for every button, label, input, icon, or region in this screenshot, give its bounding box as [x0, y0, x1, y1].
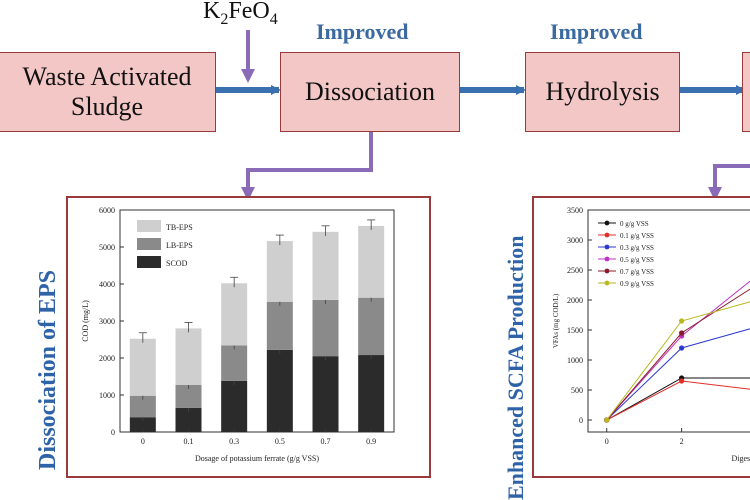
y-tick-label: 1000: [567, 356, 583, 365]
legend-marker: [604, 268, 610, 274]
scfa-connector-arrow: [708, 164, 750, 201]
reagent-mid: FeO: [228, 0, 270, 24]
y-tick-label: 6000: [99, 206, 115, 215]
legend-label: 0.1 g/g VSS: [620, 232, 654, 240]
legend-swatch: [137, 238, 161, 250]
reagent-label: K2FeO4: [203, 0, 278, 33]
x-axis-label: Digestion tim: [732, 454, 750, 463]
eps-chart-panel: 0 1000 2000 3000 4000 5000 6000 COD (mg/L) 0 0.1 0…: [66, 196, 431, 478]
y-tick-label: 3000: [567, 236, 583, 245]
y-tick-label: 3500: [567, 206, 583, 215]
y-tick-label: 3000: [99, 317, 115, 326]
scfa-side-title: Enhanced SCFA Production: [503, 235, 528, 500]
legend-label: 0.5 g/g VSS: [620, 256, 654, 264]
bar-segment: [312, 356, 339, 432]
y-tick-label: 5000: [99, 243, 115, 252]
bar-segment: [358, 297, 385, 356]
box-hydrolysis: Hydrolysis: [525, 52, 680, 132]
bar-segment: [129, 417, 156, 432]
box-label: Dissociation: [305, 77, 435, 106]
x-tick-label: 0.3: [229, 437, 239, 446]
series-line: [606, 301, 750, 421]
x-tick-label: 0.7: [321, 437, 331, 446]
y-tick-label: 500: [571, 386, 583, 395]
bar-segment: [221, 380, 248, 432]
box-label: Hydrolysis: [545, 77, 660, 106]
scfa-line-chart: 0 500 1000 1500 2000 2500 3000 3500 VFAs (mg COD…: [552, 206, 750, 463]
y-tick-label: 0: [111, 428, 115, 437]
y-axis-label: VFAs (mg COD/L): [552, 293, 560, 348]
data-point: [679, 318, 685, 324]
x-tick-label: 0.9: [366, 437, 376, 446]
x-tick-label: 0.1: [184, 437, 194, 446]
legend-label: SCOD: [166, 259, 188, 268]
legend-swatch: [137, 220, 161, 232]
bar-segment: [175, 385, 202, 408]
series-line: [606, 380, 750, 421]
bar-segment: [129, 395, 156, 418]
legend-label: 0.3 g/g VSS: [620, 244, 654, 252]
series-line: [606, 280, 750, 421]
legend-marker: [604, 232, 610, 238]
eps-bar-chart: 0 1000 2000 3000 4000 5000 6000 COD (mg/L) 0 0.1 0…: [81, 206, 395, 463]
x-tick-label: 0: [605, 437, 609, 446]
data-point: [679, 345, 685, 351]
y-tick-label: 2000: [567, 296, 583, 305]
x-tick-label: 2: [680, 437, 684, 446]
legend-marker: [604, 256, 610, 262]
x-tick-label: 0: [141, 437, 145, 446]
data-point: [604, 417, 610, 423]
legend-label: 0 g/g VSS: [620, 220, 649, 228]
legend-marker: [604, 280, 610, 286]
plot-frame: [119, 209, 395, 433]
y-tick-label: 1000: [99, 391, 115, 400]
data-point: [679, 330, 685, 336]
bar-segment: [175, 328, 202, 386]
legend-marker: [604, 244, 610, 250]
bar-segment: [129, 338, 156, 396]
y-tick-label: 2500: [567, 266, 583, 275]
bar-segment: [175, 407, 202, 432]
y-axis-label: COD (mg/L): [81, 300, 90, 342]
bar-segment: [358, 225, 385, 298]
x-axis-label: Dosage of potassium ferrate (g/g VSS): [195, 454, 319, 463]
bar-segment: [312, 299, 339, 357]
scfa-chart-panel: 0 500 1000 1500 2000 2500 3000 3500 VFAs (mg COD…: [532, 196, 750, 478]
y-tick-label: 1500: [567, 326, 583, 335]
bar-segment: [266, 301, 293, 350]
box-label-line-1: Waste Activated: [22, 62, 192, 91]
box-dissociation: Dissociation: [280, 52, 460, 132]
x-tick-label: 0.5: [275, 437, 285, 446]
reagent-sub-1: 2: [220, 10, 229, 28]
reagent-base: K: [203, 0, 221, 24]
box-waste-activated-sludge: Waste Activated Sludge: [0, 52, 216, 132]
legend-label: 0.7 g/g VSS: [620, 268, 654, 276]
eps-connector-arrow: [241, 132, 373, 201]
improved-label-2: Improved: [550, 19, 643, 44]
data-point: [679, 378, 685, 384]
bar-segment: [358, 355, 385, 432]
improved-label-1: Improved: [316, 19, 409, 44]
reagent-sub-2: 4: [269, 10, 278, 28]
legend-label: TB-EPS: [166, 223, 193, 232]
eps-side-title: Dissociation of EPS: [35, 269, 61, 470]
legend-marker: [604, 220, 610, 226]
y-tick-label: 4000: [99, 280, 115, 289]
box-label-line-2: Sludge: [70, 92, 144, 121]
y-tick-label: 0: [579, 416, 583, 425]
legend-label: 0.9 g/g VSS: [620, 280, 654, 288]
box-next-step-partial: [742, 52, 750, 132]
bar-segment: [266, 349, 293, 432]
bar-segment: [221, 345, 248, 381]
bar-segment: [266, 241, 293, 302]
legend-swatch: [137, 256, 161, 268]
bar-segment: [312, 231, 339, 300]
y-tick-label: 2000: [99, 354, 115, 363]
bar-segment: [221, 283, 248, 346]
legend-label: LB-EPS: [166, 241, 193, 250]
series-line: [606, 328, 750, 421]
plot-frame: [587, 209, 750, 433]
